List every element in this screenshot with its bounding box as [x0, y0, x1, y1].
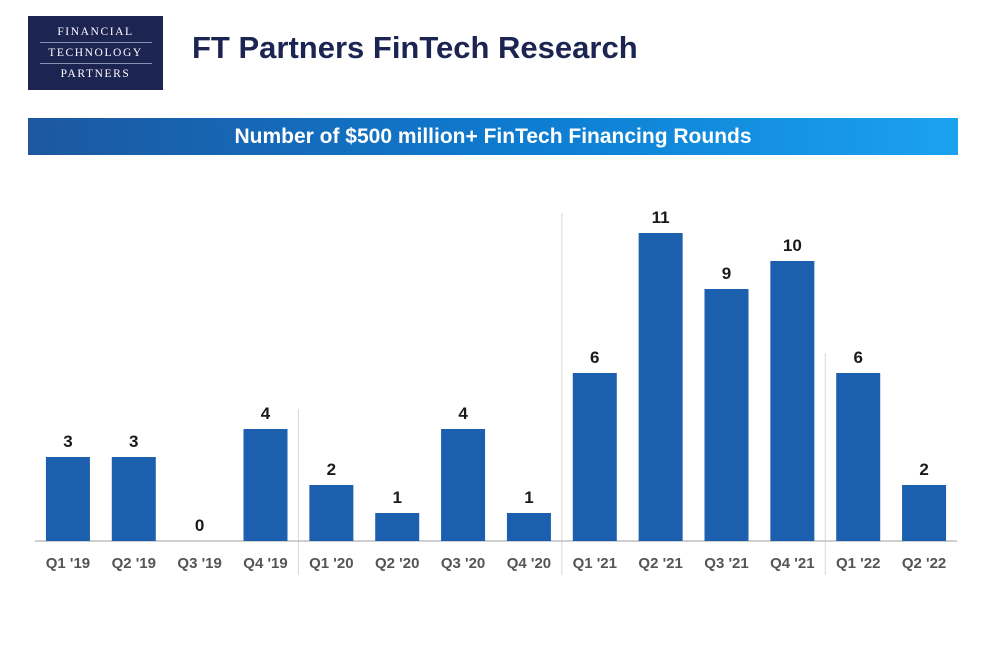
x-tick-label: Q1 '20: [309, 555, 353, 572]
x-tick-label: Q1 '19: [46, 555, 90, 572]
x-tick-label: Q4 '19: [243, 555, 287, 572]
data-label: 0: [195, 516, 204, 535]
data-label: 3: [63, 432, 72, 451]
bar: [638, 233, 683, 541]
logo-text-line1: FINANCIAL: [57, 26, 134, 38]
bar: [704, 289, 749, 541]
data-label: 4: [261, 404, 271, 423]
x-tick-label: Q4 '21: [770, 555, 814, 572]
bar: [572, 373, 617, 541]
data-label: 4: [458, 404, 468, 423]
x-tick-label: Q2 '21: [638, 555, 682, 572]
x-tick-label: Q1 '22: [836, 555, 880, 572]
data-label: 3: [129, 432, 138, 451]
data-label: 2: [919, 460, 928, 479]
data-label: 9: [722, 264, 731, 283]
data-label: 1: [524, 488, 533, 507]
x-tick-label: Q2 '22: [902, 555, 946, 572]
bar: [111, 457, 156, 541]
x-tick-label: Q3 '20: [441, 555, 485, 572]
logo-text-line3: PARTNERS: [60, 68, 131, 80]
x-tick-label: Q2 '20: [375, 555, 419, 572]
data-label: 11: [652, 208, 670, 227]
x-tick-label: Q4 '20: [507, 555, 551, 572]
bar: [770, 261, 815, 541]
ft-partners-logo: FINANCIAL TECHNOLOGY PARTNERS: [28, 16, 163, 90]
logo-divider: [39, 42, 152, 43]
bar: [243, 429, 288, 541]
logo-text-line2: TECHNOLOGY: [48, 47, 143, 59]
x-tick-label: Q3 '19: [177, 555, 221, 572]
bar: [375, 513, 420, 541]
bar: [441, 429, 486, 541]
bar: [836, 373, 881, 541]
data-label: 6: [853, 348, 862, 367]
bar: [309, 485, 354, 541]
x-tick-label: Q2 '19: [112, 555, 156, 572]
data-label: 2: [327, 460, 336, 479]
x-tick-label: Q1 '21: [573, 555, 617, 572]
chart-title: Number of $500 million+ FinTech Financin…: [234, 124, 752, 148]
data-label: 10: [783, 236, 802, 255]
chart-title-banner: Number of $500 million+ FinTech Financin…: [28, 118, 958, 155]
bar: [45, 457, 90, 541]
data-label: 6: [590, 348, 599, 367]
bar: [506, 513, 551, 541]
data-label: 1: [392, 488, 401, 507]
logo-divider: [39, 63, 152, 64]
bar: [902, 485, 947, 541]
page-title: FT Partners FinTech Research: [192, 30, 638, 65]
x-tick-label: Q3 '21: [704, 555, 748, 572]
